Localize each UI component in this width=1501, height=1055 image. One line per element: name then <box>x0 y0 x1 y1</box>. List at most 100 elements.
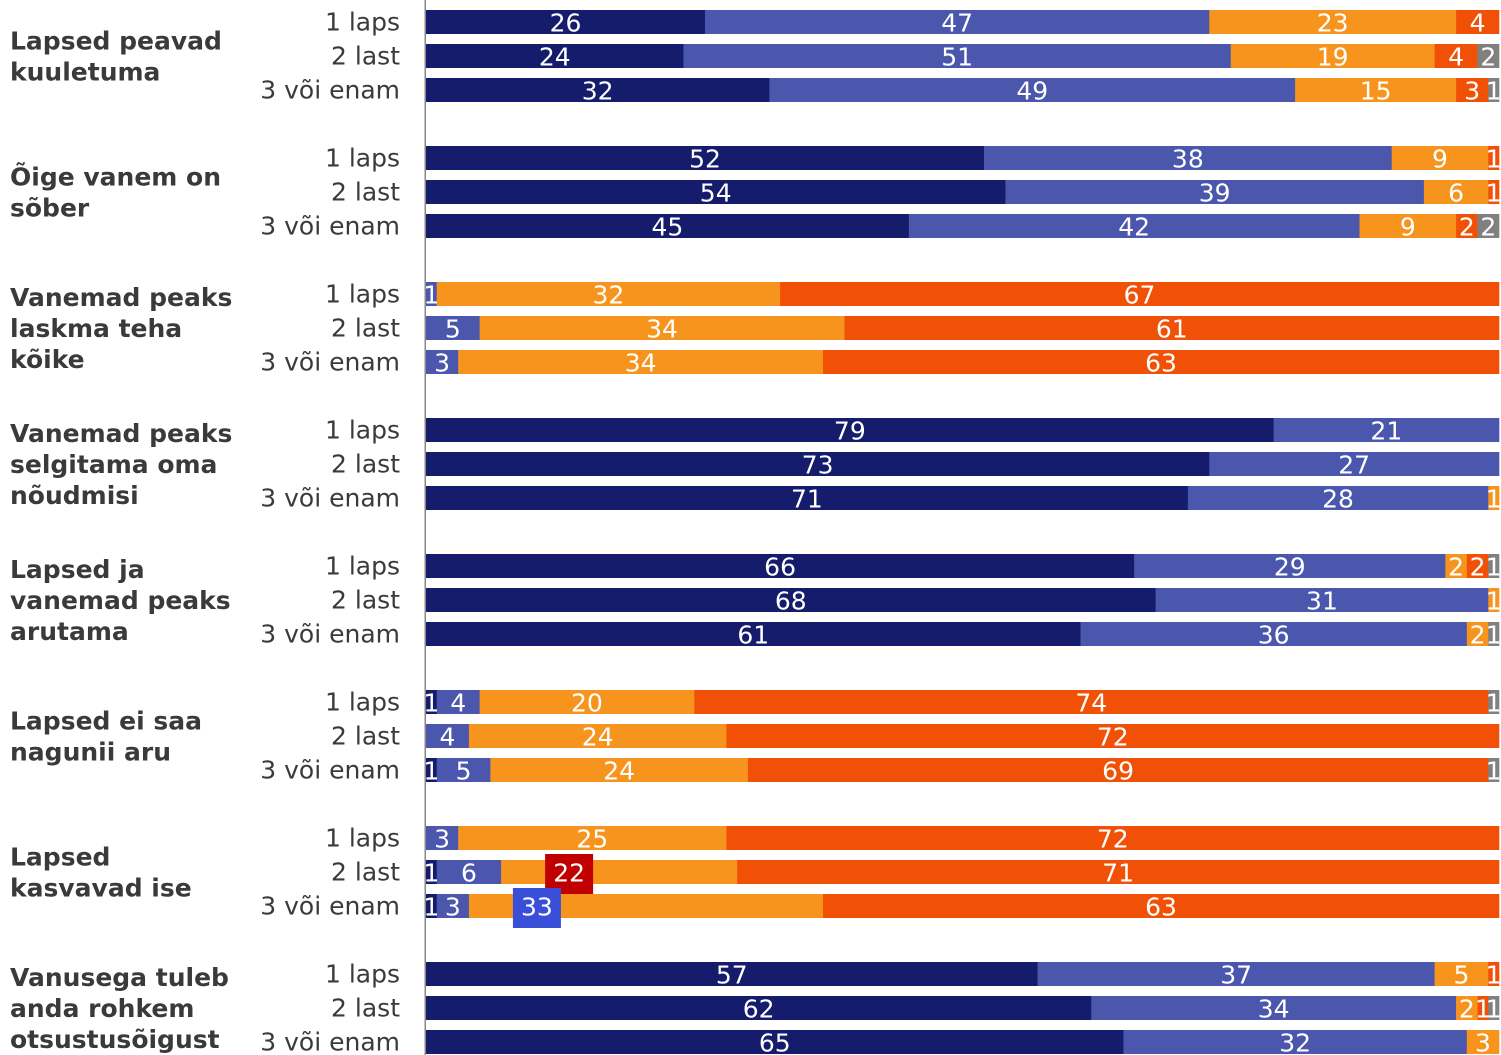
bar-segment <box>479 316 845 340</box>
data-label: 5 <box>445 315 461 344</box>
data-label: 32 <box>593 281 625 310</box>
bar-segment <box>780 282 1500 306</box>
data-label: 72 <box>1097 825 1129 854</box>
data-label: 1 <box>1486 145 1501 174</box>
row-label: 1 laps <box>325 416 400 445</box>
data-label: 1 <box>423 859 439 888</box>
bar-segment <box>426 894 438 918</box>
row-label: 3 või enam <box>260 484 400 513</box>
bar-segment <box>426 180 1006 204</box>
group-label-line: arutama <box>10 617 129 646</box>
bar-segment <box>1466 554 1489 578</box>
bar-segment <box>704 10 1210 34</box>
bar-segment <box>426 44 684 68</box>
data-label: 5 <box>1453 961 1469 990</box>
row-label: 1 laps <box>325 688 400 717</box>
data-label: 62 <box>743 995 775 1024</box>
data-label: 22 <box>553 859 585 888</box>
bar-segment <box>983 146 1392 170</box>
data-label: 47 <box>941 9 973 38</box>
group-label: Lapsed peavad kuuletuma <box>10 26 222 86</box>
bar-segment <box>426 316 480 340</box>
bar-segment <box>737 860 1500 884</box>
data-label: 1 <box>423 689 439 718</box>
bar-segment <box>1123 1030 1468 1054</box>
data-label: 1 <box>1486 757 1501 786</box>
group-label-line: kasvavad ise <box>10 873 192 902</box>
data-label: 61 <box>1156 315 1188 344</box>
data-label: 32 <box>582 77 614 106</box>
group-label-line: Vanemad peaks <box>10 283 232 312</box>
group-label-line: anda rohkem <box>10 994 194 1023</box>
bar-segment <box>1488 554 1500 578</box>
data-label: 67 <box>1124 281 1156 310</box>
data-label: 9 <box>1400 213 1416 242</box>
data-label: 72 <box>1097 723 1129 752</box>
highlight-box <box>512 888 561 928</box>
data-label: 4 <box>450 689 466 718</box>
row-label: 3 või enam <box>260 76 400 105</box>
bars-layer <box>426 10 1500 1054</box>
row-label: 3 või enam <box>260 348 400 377</box>
data-label: 29 <box>1274 553 1306 582</box>
data-label: 38 <box>1172 145 1204 174</box>
data-label: 57 <box>716 961 748 990</box>
data-label: 69 <box>1102 757 1134 786</box>
data-label: 1 <box>1486 485 1501 514</box>
bar-segment <box>1037 962 1435 986</box>
group-label-line: sõber <box>10 193 90 222</box>
group-label: Õige vanem on sõber <box>10 161 221 222</box>
row-label: 1 laps <box>325 960 400 989</box>
bar-segment <box>726 724 1500 748</box>
group-label: Lapsed kasvavad ise <box>10 842 192 902</box>
row-label: 3 või enam <box>260 212 400 241</box>
bar-segment <box>823 350 1500 374</box>
data-label: 34 <box>625 349 657 378</box>
bar-segment <box>694 690 1489 714</box>
bar-segment <box>426 146 985 170</box>
bar-segment <box>426 10 706 34</box>
data-label: 3 <box>1475 1029 1491 1055</box>
row-label: 1 laps <box>325 280 400 309</box>
data-label: 52 <box>689 145 721 174</box>
bar-segment <box>426 282 438 306</box>
group-label-line: nagunii aru <box>10 737 171 766</box>
data-label: 24 <box>603 757 635 786</box>
bar-segment <box>1230 44 1435 68</box>
bar-segment <box>426 758 438 782</box>
bar-segment <box>908 214 1360 238</box>
bar-segment <box>436 894 470 918</box>
bar-segment <box>1423 180 1489 204</box>
bar-segment <box>426 588 1156 612</box>
data-label: 3 <box>1464 77 1480 106</box>
bar-segment <box>1359 214 1457 238</box>
row-label: 2 last <box>331 586 400 615</box>
data-label: 2 <box>1480 43 1496 72</box>
bar-segment <box>426 554 1135 578</box>
row-label: 1 laps <box>325 552 400 581</box>
group-label-line: kõike <box>10 345 85 374</box>
data-label: 1 <box>423 281 439 310</box>
bar-segment <box>1155 588 1489 612</box>
group-label: Lapsed ja vanemad peaks arutama <box>10 555 231 646</box>
data-label: 9 <box>1432 145 1448 174</box>
bar-segment <box>1295 78 1457 102</box>
data-label: 2 <box>1470 553 1486 582</box>
bar-segment <box>1434 962 1489 986</box>
group-label-line: laskma teha <box>10 314 182 343</box>
data-label: 1 <box>1486 621 1501 650</box>
bar-segment <box>747 758 1489 782</box>
bar-segment <box>426 1030 1124 1054</box>
bar-segment <box>1488 146 1500 170</box>
data-label: 51 <box>941 43 973 72</box>
group-label-line: Lapsed peavad <box>10 26 222 55</box>
group-label: Vanemad peaks selgitama oma nõudmisi <box>10 419 232 510</box>
bar-segment <box>458 350 824 374</box>
data-label: 71 <box>791 485 823 514</box>
data-label: 1 <box>1486 689 1501 718</box>
group-label-line: selgitama oma <box>10 450 217 479</box>
bar-segment <box>1434 44 1478 68</box>
data-label: 34 <box>646 315 678 344</box>
